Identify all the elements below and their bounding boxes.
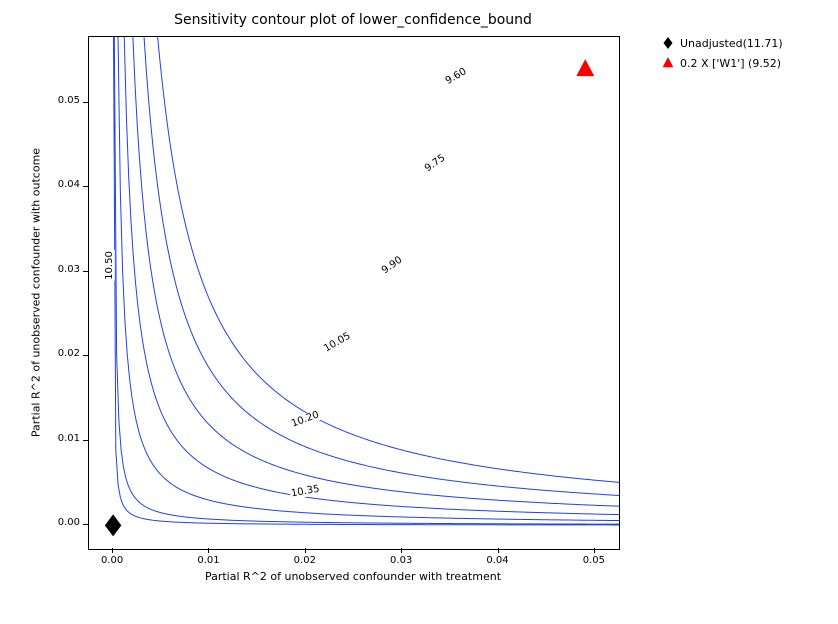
x-tick-label: 0.01 <box>193 555 223 566</box>
y-axis-label: Partial R^2 of unobserved confounder wit… <box>30 37 43 549</box>
y-tick-label: 0.02 <box>50 348 80 359</box>
x-tick-label: 0.05 <box>579 555 609 566</box>
y-tick <box>83 440 88 441</box>
diamond-marker <box>105 514 122 536</box>
x-tick <box>305 548 306 553</box>
x-axis-label: Partial R^2 of unobserved confounder wit… <box>88 570 618 583</box>
legend-label: Unadjusted(11.71) <box>680 37 783 50</box>
x-tick-label: 0.03 <box>386 555 416 566</box>
y-tick-label: 0.05 <box>50 95 80 106</box>
y-tick-label: 0.04 <box>50 179 80 190</box>
x-tick-label: 0.02 <box>290 555 320 566</box>
legend-item: Unadjusted(11.71) <box>656 34 783 52</box>
contour-label: 10.50 <box>104 251 115 282</box>
legend-item: 0.2 X ['W1'] (9.52) <box>656 54 783 72</box>
x-tick <box>208 548 209 553</box>
plot-area: 9.609.759.9010.0510.2010.3510.50 <box>88 36 620 550</box>
triangle-icon <box>656 55 680 71</box>
legend: Unadjusted(11.71) 0.2 X ['W1'] (9.52) <box>656 34 783 74</box>
diamond-marker <box>664 37 673 49</box>
y-tick <box>83 102 88 103</box>
x-tick <box>401 548 402 553</box>
y-tick-label: 0.00 <box>50 517 80 528</box>
x-tick-label: 0.00 <box>97 555 127 566</box>
x-tick <box>498 548 499 553</box>
marker-layer <box>89 37 619 549</box>
triangle-marker <box>576 59 594 76</box>
y-tick <box>83 524 88 525</box>
y-tick <box>83 271 88 272</box>
diamond-icon <box>656 35 680 51</box>
legend-label: 0.2 X ['W1'] (9.52) <box>680 57 781 70</box>
y-tick <box>83 186 88 187</box>
chart-title: Sensitivity contour plot of lower_confid… <box>88 12 618 28</box>
x-tick-label: 0.04 <box>483 555 513 566</box>
y-tick <box>83 355 88 356</box>
x-tick <box>112 548 113 553</box>
x-tick <box>594 548 595 553</box>
y-tick-label: 0.03 <box>50 264 80 275</box>
triangle-marker <box>663 57 674 67</box>
y-tick-label: 0.01 <box>50 433 80 444</box>
